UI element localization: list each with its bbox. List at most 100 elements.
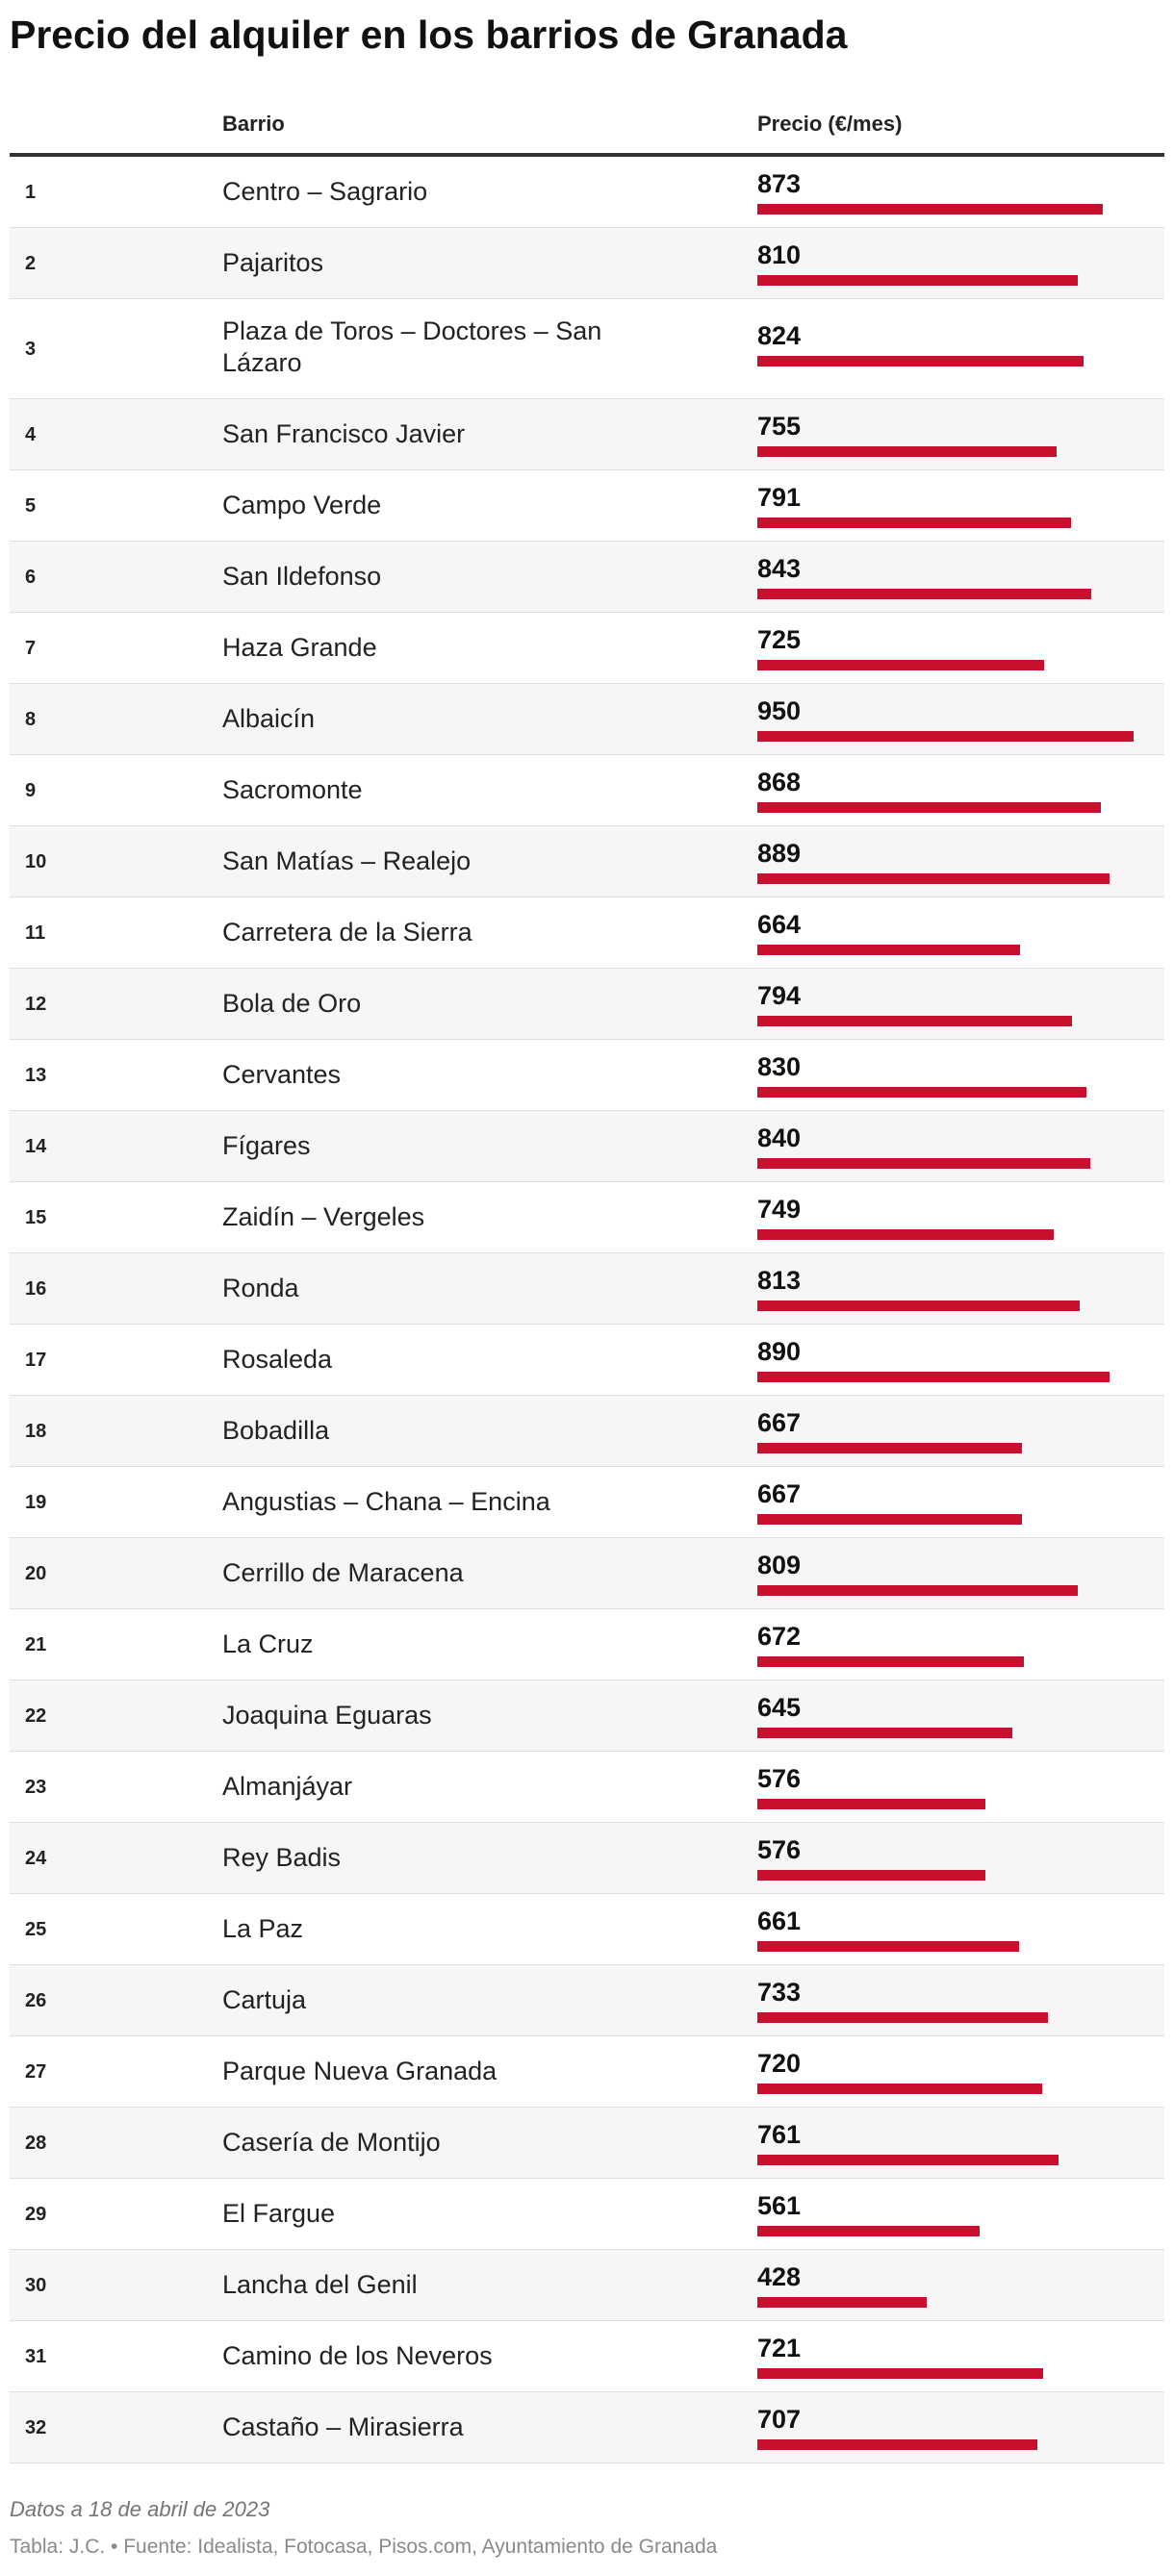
barrio-cell: Carretera de la Sierra <box>222 918 472 947</box>
rank-cell: 6 <box>25 567 37 588</box>
table-body: 1 Centro – Sagrario 873 2 Pajaritos 810 3 Plaza… <box>10 157 1164 2463</box>
barrio-cell: Rey Badis <box>222 1843 342 1872</box>
price-bar <box>757 1158 1090 1169</box>
table-row: 4 San Francisco Javier 755 <box>10 399 1164 470</box>
price-value: 840 <box>757 1124 802 1152</box>
price-value: 950 <box>757 696 802 725</box>
barrio-cell: La Paz <box>222 1914 304 1943</box>
rank-cell: 30 <box>25 2275 47 2296</box>
table-row: 16 Ronda 813 <box>10 1253 1164 1325</box>
table-row: 8 Albaicín 950 <box>10 684 1164 755</box>
price-value: 667 <box>757 1408 802 1437</box>
price-bar <box>757 1799 985 1809</box>
barrio-cell: Bola de Oro <box>222 989 362 1018</box>
rank-cell: 12 <box>25 994 47 1015</box>
table-row: 29 El Fargue 561 <box>10 2179 1164 2250</box>
barrio-cell: Ronda <box>222 1274 299 1302</box>
price-value: 794 <box>757 981 802 1010</box>
price-value: 725 <box>757 625 802 654</box>
barrio-cell: Plaza de Toros – Doctores – San Lázaro <box>222 316 602 377</box>
table-row: 30 Lancha del Genil 428 <box>10 2250 1164 2321</box>
barrio-cell: Pajaritos <box>222 248 324 277</box>
rank-cell: 16 <box>25 1278 47 1300</box>
barrio-cell: Casería de Montijo <box>222 2128 441 2157</box>
price-value: 813 <box>757 1266 802 1295</box>
rank-cell: 25 <box>25 1919 47 1940</box>
price-bar <box>757 2012 1048 2023</box>
rank-cell: 7 <box>25 638 37 659</box>
table-row: 7 Haza Grande 725 <box>10 613 1164 684</box>
price-bar <box>757 2226 980 2236</box>
column-header-barrio: Barrio <box>222 112 285 136</box>
price-bar <box>757 731 1134 742</box>
rank-cell: 10 <box>25 851 47 872</box>
date-note: Datos a 18 de abril de 2023 <box>10 2497 270 2521</box>
table-row: 18 Bobadilla 667 <box>10 1396 1164 1467</box>
rank-cell: 31 <box>25 2346 47 2367</box>
barrio-cell: Cervantes <box>222 1060 342 1089</box>
rank-cell: 9 <box>25 780 37 801</box>
barrio-cell: Joaquina Eguaras <box>222 1701 432 1730</box>
column-header-precio: Precio (€/mes) <box>757 112 903 136</box>
rank-cell: 19 <box>25 1492 47 1513</box>
price-bar <box>757 446 1057 457</box>
price-value: 868 <box>757 768 802 796</box>
barrio-cell: La Cruz <box>222 1629 314 1658</box>
table-row: 17 Rosaleda 890 <box>10 1325 1164 1396</box>
rank-cell: 20 <box>25 1563 47 1584</box>
rank-cell: 32 <box>25 2417 47 2438</box>
table-row: 5 Campo Verde 791 <box>10 470 1164 542</box>
source-credit: Tabla: J.C. • Fuente: Idealista, Fotocas… <box>10 2536 718 2558</box>
rank-cell: 11 <box>25 922 46 944</box>
price-value: 873 <box>757 169 802 198</box>
barrio-cell: Haza Grande <box>222 633 377 662</box>
price-value: 721 <box>757 2334 802 2362</box>
price-bar <box>757 873 1110 884</box>
barrio-cell: Angustias – Chana – Encina <box>222 1487 550 1516</box>
price-bar <box>757 1016 1072 1026</box>
table-row: 11 Carretera de la Sierra 664 <box>10 897 1164 969</box>
price-bar <box>757 518 1071 528</box>
rank-cell: 18 <box>25 1421 47 1442</box>
table-row: 31 Camino de los Neveros 721 <box>10 2321 1164 2392</box>
price-bar <box>757 1870 985 1881</box>
price-bar <box>757 1229 1054 1240</box>
barrio-cell: Rosaleda <box>222 1345 333 1374</box>
price-value: 576 <box>757 1835 802 1864</box>
rank-cell: 27 <box>25 2061 47 2083</box>
price-value: 733 <box>757 1978 802 2007</box>
price-value: 707 <box>757 2405 802 2434</box>
barrio-cell: Camino de los Neveros <box>222 2341 493 2370</box>
table-row: 20 Cerrillo de Maracena 809 <box>10 1538 1164 1609</box>
rank-cell: 14 <box>25 1136 47 1157</box>
barrio-cell: Campo Verde <box>222 491 382 519</box>
barrio-cell: Zaidín – Vergeles <box>222 1202 425 1231</box>
barrio-cell: Lancha del Genil <box>222 2270 418 2299</box>
price-bar <box>757 275 1078 286</box>
barrio-cell: Castaño – Mirasierra <box>222 2412 464 2441</box>
table-header: Barrio Precio (€/mes) <box>10 96 1164 157</box>
price-value: 791 <box>757 483 802 512</box>
barrio-cell: El Fargue <box>222 2199 336 2228</box>
price-value: 720 <box>757 2049 802 2078</box>
rank-cell: 15 <box>25 1207 47 1228</box>
price-bar <box>757 2084 1042 2094</box>
rank-cell: 3 <box>25 339 37 360</box>
price-value: 824 <box>757 321 802 350</box>
table-row: 6 San Ildefonso 843 <box>10 542 1164 613</box>
price-bar <box>757 1372 1110 1382</box>
rank-cell: 23 <box>25 1777 47 1798</box>
price-bar <box>757 1585 1078 1596</box>
table-row: 3 Plaza de Toros – Doctores – San Lázaro 8… <box>10 299 1164 399</box>
barrio-cell: Cerrillo de Maracena <box>222 1558 464 1587</box>
rank-cell: 4 <box>25 424 37 445</box>
price-value: 810 <box>757 240 802 269</box>
price-bar <box>757 2155 1059 2165</box>
rank-cell: 13 <box>25 1065 47 1086</box>
price-bar <box>757 1728 1012 1738</box>
price-bar <box>757 2439 1037 2450</box>
rank-cell: 22 <box>25 1705 47 1727</box>
rank-cell: 5 <box>25 495 37 517</box>
table-row: 28 Casería de Montijo 761 <box>10 2108 1164 2179</box>
